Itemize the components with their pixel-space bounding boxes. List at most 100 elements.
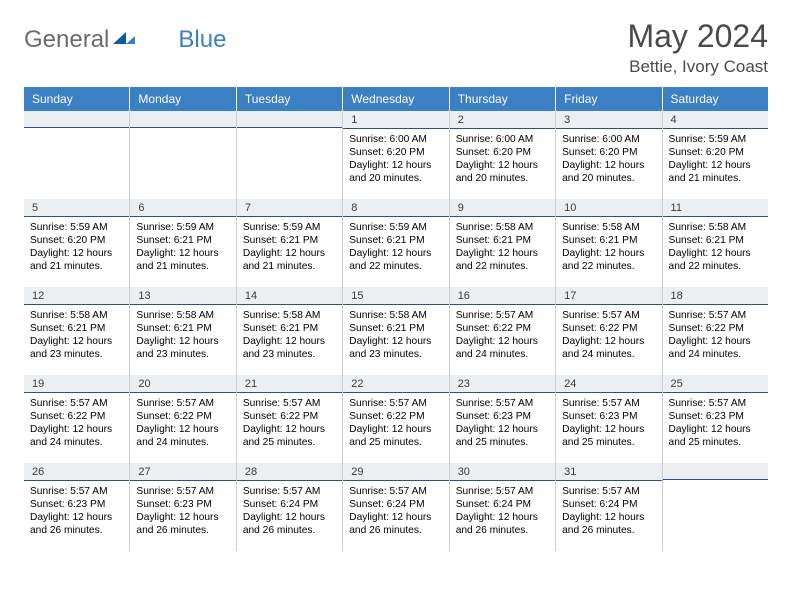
day-cell — [24, 111, 130, 199]
day-cell: 23Sunrise: 5:57 AMSunset: 6:23 PMDayligh… — [450, 375, 556, 463]
day-cell: 28Sunrise: 5:57 AMSunset: 6:24 PMDayligh… — [237, 463, 343, 551]
day-cell: 1Sunrise: 6:00 AMSunset: 6:20 PMDaylight… — [343, 111, 449, 199]
day-cell: 4Sunrise: 5:59 AMSunset: 6:20 PMDaylight… — [663, 111, 768, 199]
week-row: 19Sunrise: 5:57 AMSunset: 6:22 PMDayligh… — [24, 375, 768, 463]
week-row: 1Sunrise: 6:00 AMSunset: 6:20 PMDaylight… — [24, 111, 768, 199]
week-row: 5Sunrise: 5:59 AMSunset: 6:20 PMDaylight… — [24, 199, 768, 287]
day-header-cell: Saturday — [663, 87, 768, 111]
day-number: 1 — [343, 111, 448, 129]
day-cell: 27Sunrise: 5:57 AMSunset: 6:23 PMDayligh… — [130, 463, 236, 551]
day-number: 28 — [237, 463, 342, 481]
day-info: Sunrise: 5:57 AMSunset: 6:22 PMDaylight:… — [237, 393, 342, 455]
day-number: 26 — [24, 463, 129, 481]
day-info: Sunrise: 5:57 AMSunset: 6:23 PMDaylight:… — [556, 393, 661, 455]
day-number: 12 — [24, 287, 129, 305]
day-number: 20 — [130, 375, 235, 393]
location: Bettie, Ivory Coast — [627, 57, 768, 77]
day-header-cell: Friday — [556, 87, 662, 111]
day-number: 8 — [343, 199, 448, 217]
day-cell: 15Sunrise: 5:58 AMSunset: 6:21 PMDayligh… — [343, 287, 449, 375]
week-row: 26Sunrise: 5:57 AMSunset: 6:23 PMDayligh… — [24, 463, 768, 551]
day-cell: 26Sunrise: 5:57 AMSunset: 6:23 PMDayligh… — [24, 463, 130, 551]
day-info: Sunrise: 5:57 AMSunset: 6:23 PMDaylight:… — [24, 481, 129, 543]
day-info: Sunrise: 5:59 AMSunset: 6:20 PMDaylight:… — [663, 129, 768, 191]
day-info: Sunrise: 5:59 AMSunset: 6:21 PMDaylight:… — [237, 217, 342, 279]
day-number: 27 — [130, 463, 235, 481]
day-cell: 7Sunrise: 5:59 AMSunset: 6:21 PMDaylight… — [237, 199, 343, 287]
day-number: 6 — [130, 199, 235, 217]
day-cell: 29Sunrise: 5:57 AMSunset: 6:24 PMDayligh… — [343, 463, 449, 551]
calendar: SundayMondayTuesdayWednesdayThursdayFrid… — [24, 87, 768, 551]
logo-mark-icon — [113, 26, 139, 54]
day-number: 19 — [24, 375, 129, 393]
day-cell — [663, 463, 768, 551]
day-number: 17 — [556, 287, 661, 305]
day-number: 24 — [556, 375, 661, 393]
day-cell: 13Sunrise: 5:58 AMSunset: 6:21 PMDayligh… — [130, 287, 236, 375]
day-cell: 21Sunrise: 5:57 AMSunset: 6:22 PMDayligh… — [237, 375, 343, 463]
day-info: Sunrise: 5:58 AMSunset: 6:21 PMDaylight:… — [450, 217, 555, 279]
month-title: May 2024 — [627, 18, 768, 55]
day-number: 11 — [663, 199, 768, 217]
day-header-row: SundayMondayTuesdayWednesdayThursdayFrid… — [24, 87, 768, 111]
day-info: Sunrise: 5:58 AMSunset: 6:21 PMDaylight:… — [130, 305, 235, 367]
day-info: Sunrise: 5:58 AMSunset: 6:21 PMDaylight:… — [343, 305, 448, 367]
day-cell: 31Sunrise: 5:57 AMSunset: 6:24 PMDayligh… — [556, 463, 662, 551]
day-cell: 19Sunrise: 5:57 AMSunset: 6:22 PMDayligh… — [24, 375, 130, 463]
day-number: 30 — [450, 463, 555, 481]
day-number — [237, 111, 342, 128]
day-header-cell: Thursday — [450, 87, 556, 111]
day-info: Sunrise: 5:57 AMSunset: 6:22 PMDaylight:… — [130, 393, 235, 455]
day-cell: 9Sunrise: 5:58 AMSunset: 6:21 PMDaylight… — [450, 199, 556, 287]
day-info: Sunrise: 5:59 AMSunset: 6:21 PMDaylight:… — [343, 217, 448, 279]
day-number: 4 — [663, 111, 768, 129]
day-info: Sunrise: 5:57 AMSunset: 6:22 PMDaylight:… — [663, 305, 768, 367]
day-info: Sunrise: 5:58 AMSunset: 6:21 PMDaylight:… — [663, 217, 768, 279]
day-number: 3 — [556, 111, 661, 129]
day-info: Sunrise: 5:58 AMSunset: 6:21 PMDaylight:… — [556, 217, 661, 279]
day-info: Sunrise: 6:00 AMSunset: 6:20 PMDaylight:… — [556, 129, 661, 191]
day-info: Sunrise: 5:57 AMSunset: 6:22 PMDaylight:… — [343, 393, 448, 455]
day-number — [130, 111, 235, 128]
day-cell: 10Sunrise: 5:58 AMSunset: 6:21 PMDayligh… — [556, 199, 662, 287]
day-info: Sunrise: 5:59 AMSunset: 6:20 PMDaylight:… — [24, 217, 129, 279]
logo: General Blue — [24, 26, 226, 54]
day-number: 10 — [556, 199, 661, 217]
day-info: Sunrise: 5:57 AMSunset: 6:24 PMDaylight:… — [556, 481, 661, 543]
day-info: Sunrise: 6:00 AMSunset: 6:20 PMDaylight:… — [450, 129, 555, 191]
day-cell: 5Sunrise: 5:59 AMSunset: 6:20 PMDaylight… — [24, 199, 130, 287]
day-info: Sunrise: 5:57 AMSunset: 6:22 PMDaylight:… — [24, 393, 129, 455]
day-number: 25 — [663, 375, 768, 393]
day-cell: 22Sunrise: 5:57 AMSunset: 6:22 PMDayligh… — [343, 375, 449, 463]
day-cell: 3Sunrise: 6:00 AMSunset: 6:20 PMDaylight… — [556, 111, 662, 199]
day-info: Sunrise: 5:57 AMSunset: 6:23 PMDaylight:… — [450, 393, 555, 455]
day-cell: 25Sunrise: 5:57 AMSunset: 6:23 PMDayligh… — [663, 375, 768, 463]
day-info: Sunrise: 5:57 AMSunset: 6:24 PMDaylight:… — [450, 481, 555, 543]
day-info: Sunrise: 5:57 AMSunset: 6:23 PMDaylight:… — [663, 393, 768, 455]
day-number: 7 — [237, 199, 342, 217]
day-number: 5 — [24, 199, 129, 217]
day-cell: 14Sunrise: 5:58 AMSunset: 6:21 PMDayligh… — [237, 287, 343, 375]
day-number: 18 — [663, 287, 768, 305]
day-number: 13 — [130, 287, 235, 305]
logo-text-1: General — [24, 26, 109, 54]
day-header-cell: Sunday — [24, 87, 130, 111]
day-cell: 16Sunrise: 5:57 AMSunset: 6:22 PMDayligh… — [450, 287, 556, 375]
day-cell — [237, 111, 343, 199]
day-cell: 17Sunrise: 5:57 AMSunset: 6:22 PMDayligh… — [556, 287, 662, 375]
day-number: 21 — [237, 375, 342, 393]
day-info: Sunrise: 5:58 AMSunset: 6:21 PMDaylight:… — [24, 305, 129, 367]
week-row: 12Sunrise: 5:58 AMSunset: 6:21 PMDayligh… — [24, 287, 768, 375]
day-number — [663, 463, 768, 480]
day-number: 22 — [343, 375, 448, 393]
day-cell: 2Sunrise: 6:00 AMSunset: 6:20 PMDaylight… — [450, 111, 556, 199]
day-cell: 11Sunrise: 5:58 AMSunset: 6:21 PMDayligh… — [663, 199, 768, 287]
day-number: 16 — [450, 287, 555, 305]
day-header-cell: Tuesday — [237, 87, 343, 111]
day-header-cell: Monday — [130, 87, 236, 111]
day-cell: 24Sunrise: 5:57 AMSunset: 6:23 PMDayligh… — [556, 375, 662, 463]
day-number: 31 — [556, 463, 661, 481]
day-cell: 30Sunrise: 5:57 AMSunset: 6:24 PMDayligh… — [450, 463, 556, 551]
day-number: 14 — [237, 287, 342, 305]
day-info: Sunrise: 5:59 AMSunset: 6:21 PMDaylight:… — [130, 217, 235, 279]
